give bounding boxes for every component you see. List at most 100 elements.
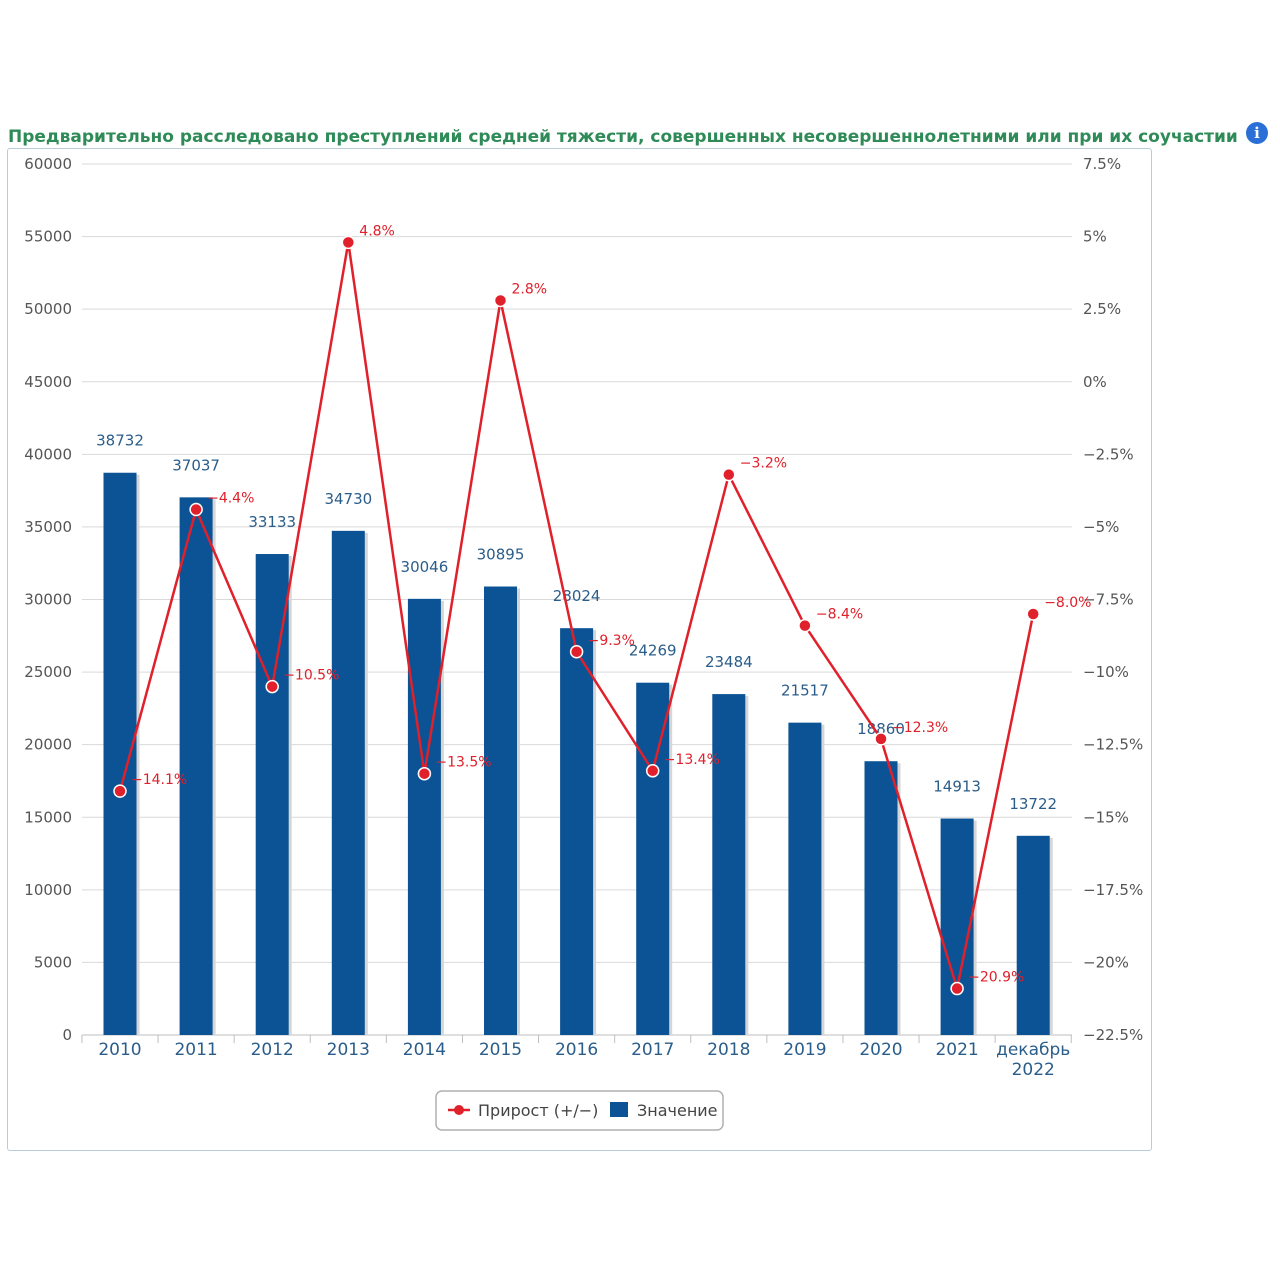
bar-value-label: 28024	[553, 587, 601, 605]
y-left-tick-label: 35000	[24, 518, 72, 536]
bar	[103, 472, 137, 1035]
y-left-tick-label: 15000	[24, 808, 72, 826]
growth-label: −12.3%	[892, 720, 948, 736]
bar	[1016, 835, 1050, 1035]
bar-value-label: 24269	[629, 642, 677, 660]
growth-point	[874, 732, 888, 746]
x-axis-label: 2017	[631, 1040, 674, 1060]
bar-value-label: 30895	[477, 546, 525, 564]
growth-point	[722, 467, 736, 482]
y-left-tick-label: 40000	[24, 445, 72, 463]
growth-point	[189, 502, 203, 517]
growth-label: −10.5%	[283, 668, 339, 684]
bar	[255, 554, 289, 1035]
y-right-tick-label: −15%	[1083, 808, 1129, 826]
y-right-tick-label: −5%	[1083, 518, 1119, 536]
x-axis-label: 2011	[174, 1040, 217, 1060]
growth-label: −14.1%	[131, 772, 187, 788]
y-left-tick-label: 5000	[34, 953, 72, 971]
growth-point	[645, 764, 660, 778]
chart-title: Предварительно расследовано преступлений…	[8, 127, 1238, 147]
legend-growth-swatch-marker	[454, 1105, 464, 1115]
bar-value-label: 18860	[857, 720, 905, 738]
bar-value-label: 33133	[248, 513, 296, 531]
x-axis-label: 2010	[98, 1040, 141, 1060]
growth-point	[569, 645, 584, 659]
growth-point	[341, 235, 356, 250]
x-axis-label: 2015	[479, 1040, 522, 1060]
bar-value-label: 21517	[781, 682, 829, 700]
bar	[864, 761, 898, 1035]
y-left-tick-label: 60000	[24, 155, 72, 173]
growth-point	[798, 618, 812, 633]
y-right-tick-label: −7.5%	[1083, 591, 1134, 609]
bar-value-label: 38732	[96, 432, 144, 450]
x-axis-label: 2014	[403, 1040, 446, 1060]
y-right-tick-label: −17.5%	[1083, 881, 1143, 899]
y-right-tick-label: 0%	[1083, 373, 1107, 391]
bar-value-label: 23484	[705, 653, 753, 671]
growth-label: −3.2%	[740, 456, 787, 472]
grid-lines	[81, 163, 1072, 1043]
bar	[940, 818, 974, 1035]
growth-label: −13.4%	[664, 752, 720, 768]
bar-value-label: 13722	[1009, 795, 1057, 813]
growth-label: −8.4%	[816, 607, 863, 623]
y-left-tick-label: 55000	[24, 228, 72, 246]
growth-label: −8.0%	[1044, 595, 1091, 611]
bar	[484, 586, 517, 1035]
chart-frame	[7, 148, 1152, 1151]
bar	[179, 497, 213, 1036]
y-right-tick-label: 5%	[1083, 228, 1107, 246]
y-left-tick-label: 10000	[24, 881, 72, 899]
x-axis-label: 2012	[251, 1040, 294, 1060]
bar-value-labels: 38732 37037 33133 34730 30046 30895 28024 24269…	[96, 432, 1057, 813]
x-axis-label: 2016	[555, 1040, 598, 1060]
y-left-tick-label: 50000	[24, 300, 72, 318]
y-left-tick-label: 45000	[24, 373, 72, 391]
growth-label: 2.8%	[512, 281, 548, 297]
legend[interactable]: Прирост (+/−) Значение	[435, 1090, 724, 1131]
x-axis-label: 2018	[707, 1040, 750, 1060]
y-axis-left: 0 5000 10000 15000 20000 25000 30000 35000 40000…	[24, 155, 72, 1044]
y-left-tick-label: 0	[62, 1026, 72, 1044]
legend-value-swatch	[610, 1102, 628, 1117]
growth-label: −20.9%	[968, 970, 1024, 986]
growth-labels: −14.1% −4.4% −10.5% 4.8% −13.5% 2.8% −9.3% −13.…	[131, 223, 1092, 985]
x-axis-labels: 2010 2011 2012 2013 2014 2015 2016 2017 2018 2019…	[98, 1040, 1070, 1080]
y-left-tick-label: 25000	[24, 663, 72, 681]
legend-value-label[interactable]: Значение	[637, 1101, 718, 1120]
growth-point	[1026, 607, 1040, 621]
growth-point	[493, 293, 508, 308]
bar	[788, 722, 822, 1035]
y-right-tick-label: −10%	[1083, 663, 1129, 681]
growth-point	[950, 981, 964, 996]
legend-box	[435, 1090, 724, 1131]
y-right-tick-label: −2.5%	[1083, 445, 1134, 463]
growth-label: −4.4%	[207, 490, 254, 506]
bar	[712, 694, 746, 1035]
y-axis-right: −22.5% −20% −17.5% −15% −12.5% −10% −7.5% −5% −2…	[1083, 155, 1143, 1044]
bar	[407, 598, 441, 1035]
bar-value-label: 34730	[324, 490, 372, 508]
growth-point	[113, 784, 127, 798]
legend-growth-label[interactable]: Прирост (+/−)	[478, 1101, 598, 1120]
y-left-tick-label: 30000	[24, 591, 72, 609]
growth-label: 4.8%	[359, 223, 395, 239]
x-axis-label: 2013	[327, 1040, 370, 1060]
y-right-tick-label: −22.5%	[1083, 1026, 1143, 1044]
bar	[636, 682, 670, 1035]
growth-point	[417, 766, 432, 781]
y-left-tick-label: 20000	[24, 736, 72, 754]
y-right-tick-label: −12.5%	[1083, 736, 1143, 754]
bar-value-label: 37037	[172, 456, 220, 474]
growth-label: −9.3%	[588, 633, 635, 649]
x-axis-label: 2021	[935, 1040, 978, 1060]
bars	[103, 472, 1053, 1036]
y-right-tick-label: −20%	[1083, 953, 1129, 971]
info-icon[interactable]: i	[1246, 122, 1268, 144]
y-right-tick-label: 7.5%	[1083, 155, 1121, 173]
growth-point	[265, 679, 279, 694]
y-right-tick-label: 2.5%	[1083, 300, 1121, 318]
